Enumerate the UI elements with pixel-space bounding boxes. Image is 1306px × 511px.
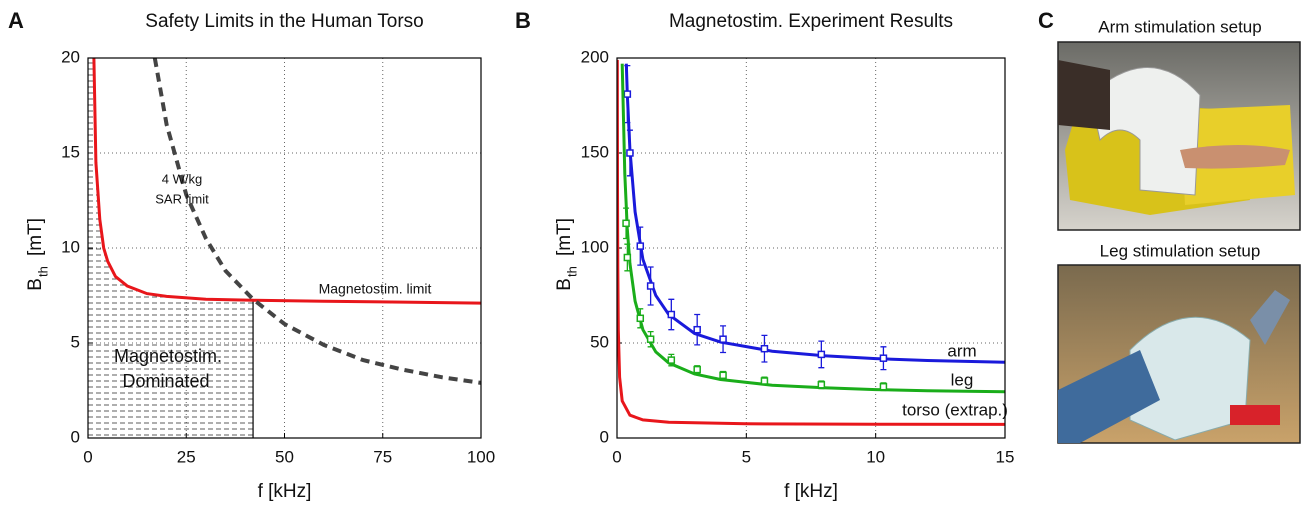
x-tick-label: 0 <box>612 447 621 466</box>
chart-title: Safety Limits in the Human Torso <box>145 11 423 32</box>
y-tick-label: 15 <box>61 142 80 161</box>
x-tick-label: 25 <box>177 447 196 466</box>
y-axis-label-sub: th <box>564 266 579 277</box>
photo-arm <box>1057 41 1301 231</box>
y-tick-label: 200 <box>581 47 609 66</box>
x-axis-label: f [kHz] <box>258 481 312 502</box>
annotation: 4 W/kg <box>162 171 202 186</box>
y-axis-label: Bth [mT] <box>554 218 579 291</box>
data-marker <box>817 350 826 359</box>
y-tick-label: 100 <box>581 237 609 256</box>
panel-letter: B <box>515 8 531 33</box>
y-axis-label: Bth [mT] <box>25 218 50 291</box>
data-marker <box>646 335 655 343</box>
series-line <box>617 59 1005 426</box>
photo-leg <box>1057 264 1301 444</box>
series-label: arm <box>947 341 976 360</box>
data-marker <box>667 356 676 364</box>
series-line <box>152 58 481 385</box>
series-label: Magnetostim. limit <box>319 281 432 297</box>
x-axis-label: f [kHz] <box>784 481 838 502</box>
y-tick-label: 10 <box>61 237 80 256</box>
series-label: leg <box>951 370 974 389</box>
data-marker <box>667 310 676 319</box>
x-tick-label: 5 <box>742 447 751 466</box>
data-marker <box>626 149 634 157</box>
data-marker <box>760 344 769 353</box>
data-marker <box>879 354 888 362</box>
series-line <box>92 58 481 305</box>
shaded-region <box>88 58 254 438</box>
y-axis-label-unit: [mT] <box>554 218 575 256</box>
data-marker <box>719 371 727 380</box>
x-tick-label: 0 <box>83 447 92 466</box>
annotation: Magnetostim. <box>114 346 222 366</box>
data-marker <box>623 253 632 262</box>
y-tick-label: 50 <box>590 332 609 351</box>
data-marker <box>646 282 655 290</box>
data-marker <box>623 90 632 98</box>
x-tick-label: 75 <box>373 447 392 466</box>
data-marker <box>879 382 888 391</box>
plot-frame <box>616 57 1006 439</box>
y-axis-label-main: B <box>554 278 575 291</box>
y-tick-label: 0 <box>600 427 609 446</box>
y-tick-label: 20 <box>61 47 80 66</box>
y-axis-label-main: B <box>25 278 46 291</box>
x-tick-label: 15 <box>996 447 1015 466</box>
y-axis-label-unit: [mT] <box>25 218 46 256</box>
data-marker <box>817 381 826 389</box>
data-marker <box>760 377 769 385</box>
panel-letter: A <box>8 8 24 33</box>
annotation: SAR limit <box>155 191 209 206</box>
chart-title: Magnetostim. Experiment Results <box>669 11 953 32</box>
x-tick-label: 50 <box>275 447 294 466</box>
plot-frame <box>87 57 482 439</box>
x-tick-label: 100 <box>467 447 495 466</box>
photo-title: Leg stimulation setup <box>1100 241 1261 260</box>
data-marker <box>636 314 645 323</box>
data-marker <box>622 219 630 228</box>
data-marker <box>693 325 701 334</box>
y-axis-label-sub: th <box>35 266 50 277</box>
y-tick-label: 5 <box>71 332 80 351</box>
data-marker <box>636 242 645 250</box>
annotation: Dominated <box>122 371 209 391</box>
data-marker <box>693 365 701 374</box>
panel-letter: C <box>1038 8 1054 33</box>
data-marker <box>719 335 727 343</box>
photo-title: Arm stimulation setup <box>1098 17 1261 36</box>
series-line <box>624 63 1005 364</box>
series-label: torso (extrap.) <box>902 400 1008 419</box>
y-tick-label: 0 <box>71 427 80 446</box>
x-tick-label: 10 <box>866 447 885 466</box>
y-tick-label: 150 <box>581 142 609 161</box>
